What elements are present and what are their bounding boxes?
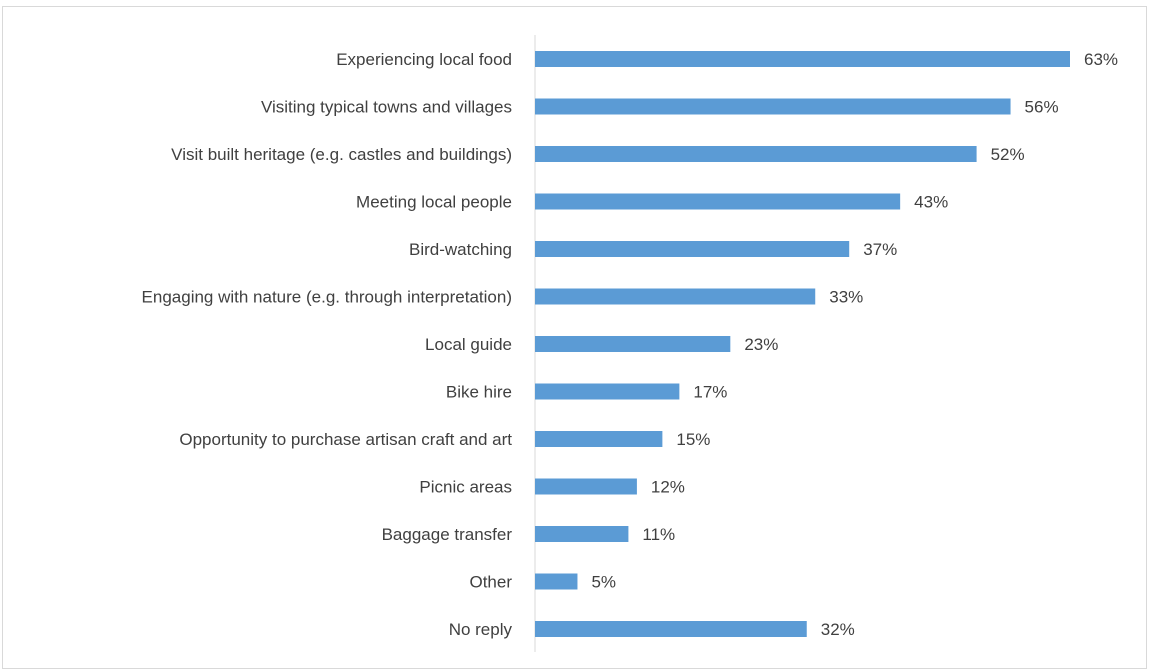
data-label: 12% (651, 478, 685, 497)
data-label: 52% (991, 145, 1025, 164)
bar (535, 193, 901, 210)
data-label: 17% (693, 383, 727, 402)
category-label: Meeting local people (356, 193, 512, 212)
bar (535, 621, 807, 637)
bar (535, 431, 663, 447)
data-label: 5% (591, 573, 616, 592)
data-label: 63% (1084, 50, 1118, 69)
data-label: 33% (829, 288, 863, 307)
category-label: Opportunity to purchase artisan craft an… (179, 430, 512, 449)
category-label: Experiencing local food (336, 50, 512, 69)
category-label: Visiting typical towns and villages (261, 98, 512, 117)
data-label: 43% (914, 193, 948, 212)
bar (535, 146, 977, 162)
category-label: Engaging with nature (e.g. through inter… (142, 288, 512, 307)
bar (535, 98, 1011, 115)
category-label: Visit built heritage (e.g. castles and b… (171, 145, 512, 164)
bar (535, 241, 850, 257)
bar (535, 336, 731, 352)
category-label: Other (469, 573, 512, 592)
category-label: No reply (449, 620, 513, 639)
data-label: 15% (676, 430, 710, 449)
bar (535, 383, 680, 400)
category-label: Picnic areas (419, 478, 512, 497)
data-label: 11% (642, 525, 675, 544)
category-label: Baggage transfer (382, 525, 513, 544)
category-label: Local guide (425, 335, 512, 354)
category-label: Bike hire (446, 383, 512, 402)
data-label: 23% (744, 335, 778, 354)
bar (535, 478, 637, 495)
bar (535, 573, 578, 590)
bar (535, 51, 1070, 67)
data-label: 32% (821, 620, 855, 639)
data-label: 37% (863, 240, 897, 259)
category-label: Bird-watching (409, 240, 512, 259)
bar (535, 526, 629, 542)
bar (535, 288, 816, 305)
data-label: 56% (1025, 98, 1059, 117)
